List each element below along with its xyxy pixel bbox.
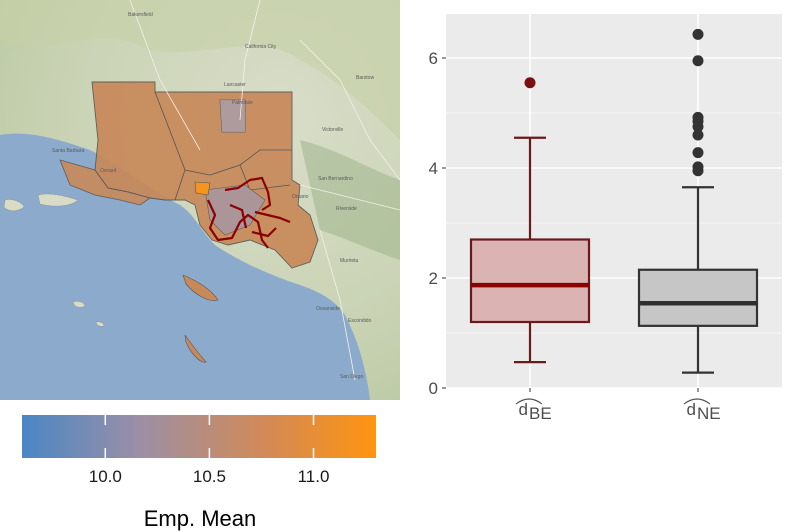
x-tick-label-base: d	[519, 400, 528, 419]
place-label: San Diego	[340, 374, 364, 380]
x-tick-label-sub: BE	[529, 404, 552, 423]
y-tick-label: 0	[429, 379, 438, 398]
island	[37, 193, 79, 207]
low-mean-region	[204, 184, 266, 236]
plot-panel-background	[446, 14, 782, 388]
outlier-point	[692, 28, 704, 40]
place-label: Escondido	[348, 318, 372, 324]
place-label: California City	[245, 44, 277, 50]
place-label: Ontario	[292, 194, 309, 200]
y-tick-label: 4	[429, 159, 438, 178]
sea	[0, 133, 370, 400]
x-tick-label-hat	[683, 398, 711, 405]
low-mean-region	[220, 100, 245, 132]
legend-tick-label: 10.0	[89, 467, 122, 486]
y-tick-label: 2	[429, 269, 438, 288]
box-be	[469, 77, 591, 364]
legend-tick-label: 11.0	[298, 467, 330, 486]
legend-title: Emp. Mean	[144, 506, 257, 531]
island	[95, 321, 105, 327]
place-label: Bakersfield	[128, 12, 153, 18]
place-label: Santa Barbara	[52, 148, 84, 154]
place-label: Lancaster	[224, 82, 246, 88]
outlier-point	[692, 55, 704, 67]
legend-tick-label: 10.5	[193, 467, 226, 486]
place-label: Victorville	[322, 127, 344, 133]
outlier-point	[692, 147, 704, 159]
place-label: San Bernardino	[318, 176, 353, 182]
mountain-terrain	[300, 140, 400, 260]
iqr-box	[469, 238, 591, 324]
x-tick-label: d BE	[515, 398, 552, 423]
legend-colorbar	[22, 415, 376, 458]
place-label: Oceanside	[316, 306, 340, 312]
place-label: Murrieta	[340, 258, 359, 264]
island	[184, 334, 207, 363]
island	[3, 199, 25, 211]
outlier-point	[692, 129, 704, 141]
outlier-point	[692, 161, 704, 173]
region-boundary	[154, 91, 292, 201]
color-legend: 10.0 10.5 11.0 Emp. Mean	[22, 415, 376, 531]
x-tick-label-hat	[515, 398, 543, 405]
mountain-terrain	[0, 0, 400, 140]
place-label: Oxnard	[100, 168, 117, 174]
iqr-box	[637, 268, 759, 327]
road	[129, 0, 400, 381]
highlighted-boundary	[207, 176, 291, 249]
county-region	[59, 159, 151, 206]
outlier-point	[692, 111, 704, 123]
x-tick-label: d NE	[683, 398, 721, 423]
x-tick-label-sub: NE	[697, 404, 721, 423]
place-label: Riverside	[336, 206, 357, 212]
peak-region	[194, 181, 211, 196]
place-label: Palmdale	[232, 100, 253, 106]
outlier-point	[524, 77, 536, 89]
y-tick-label: 6	[429, 49, 438, 68]
island	[72, 301, 86, 308]
box-ne	[637, 28, 759, 374]
island	[182, 274, 219, 301]
choropleth-map: Bakersfield Palmdale Lancaster Californi…	[0, 0, 400, 400]
x-tick-label-base: d	[687, 400, 696, 419]
place-label: Barstow	[356, 75, 374, 81]
